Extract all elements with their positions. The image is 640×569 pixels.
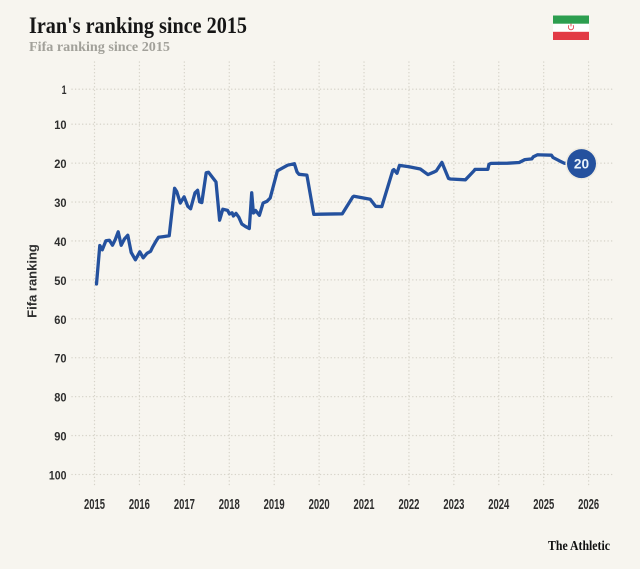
svg-text:2017: 2017 [174, 497, 195, 513]
svg-text:Iran's ranking since 2015: Iran's ranking since 2015 [29, 13, 247, 39]
svg-text:20: 20 [54, 157, 67, 171]
svg-text:60: 60 [54, 313, 67, 327]
svg-text:50: 50 [54, 274, 67, 288]
svg-text:80: 80 [54, 391, 67, 405]
svg-text:2020: 2020 [309, 497, 330, 513]
svg-text:100: 100 [49, 469, 67, 483]
svg-text:2019: 2019 [264, 497, 285, 513]
svg-text:2018: 2018 [219, 497, 240, 513]
svg-text:90: 90 [54, 430, 67, 444]
svg-text:2023: 2023 [443, 497, 464, 513]
svg-text:2022: 2022 [398, 497, 419, 513]
svg-text:40: 40 [54, 235, 67, 249]
svg-text:2016: 2016 [129, 497, 150, 513]
svg-text:30: 30 [54, 196, 67, 210]
svg-text:2025: 2025 [533, 497, 554, 513]
svg-text:2021: 2021 [354, 497, 375, 513]
svg-text:Fifa ranking: Fifa ranking [25, 244, 40, 318]
svg-text:1: 1 [62, 83, 67, 97]
svg-text:Fifa ranking since 2015: Fifa ranking since 2015 [29, 39, 170, 54]
svg-text:20: 20 [574, 156, 589, 172]
svg-text:2015: 2015 [84, 497, 105, 513]
svg-text:The Athletic: The Athletic [548, 538, 610, 553]
svg-text:2026: 2026 [578, 497, 599, 513]
svg-text:70: 70 [54, 352, 67, 366]
svg-text:2024: 2024 [488, 497, 509, 513]
svg-text:10: 10 [54, 118, 67, 132]
